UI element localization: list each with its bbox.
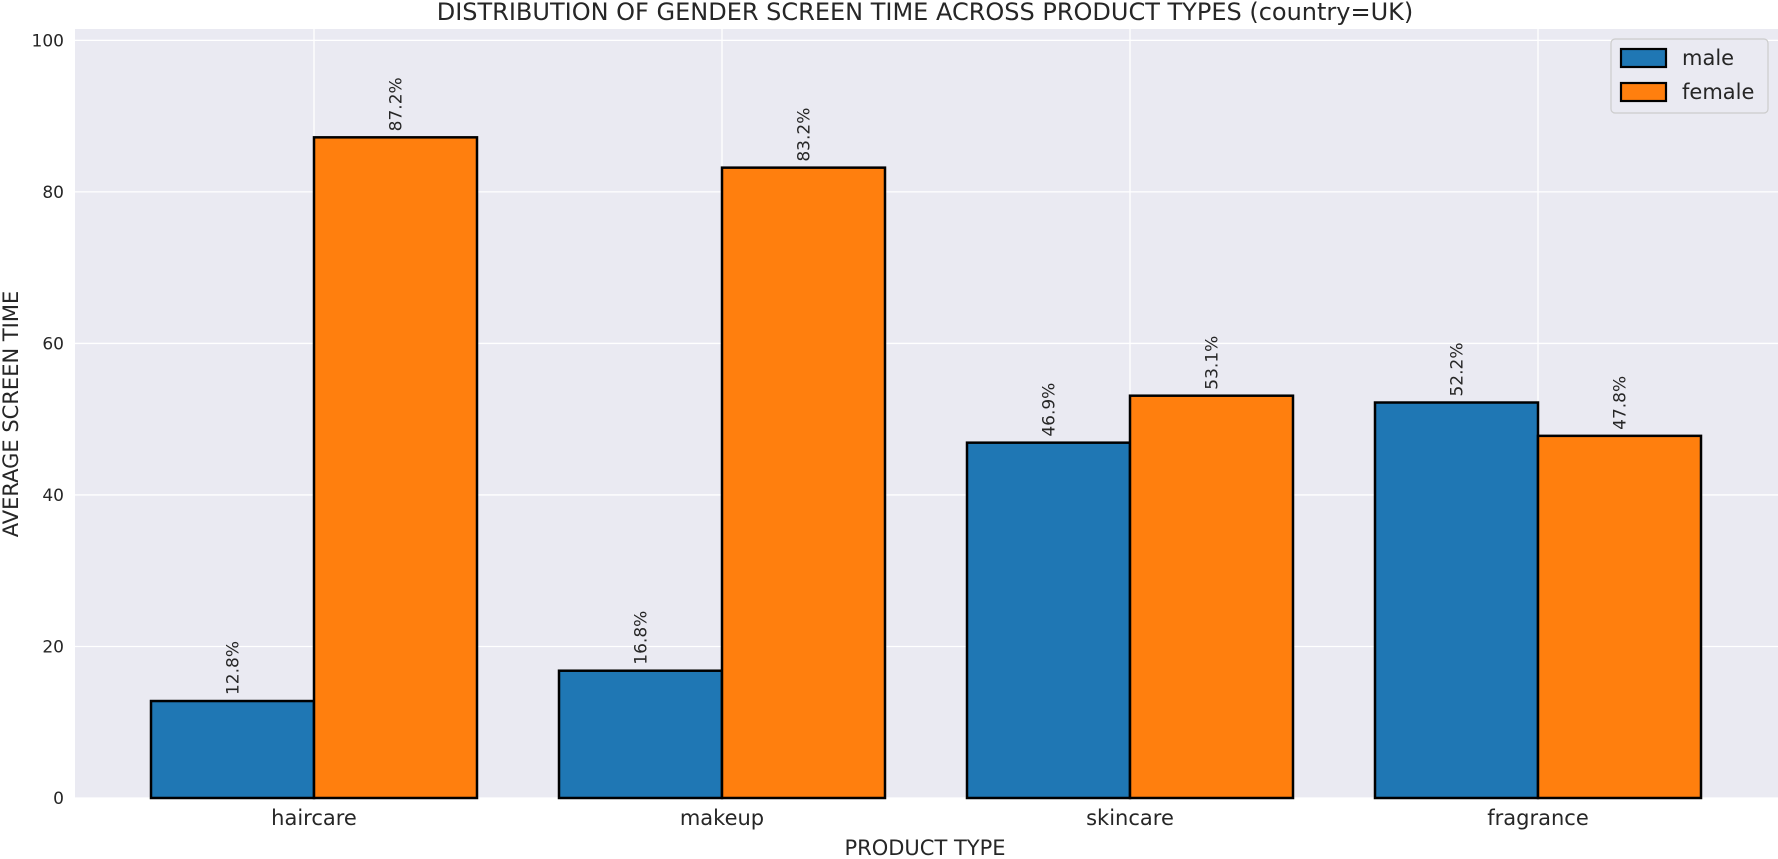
bar-female-fragrance	[1536, 434, 1703, 800]
data-label-male-makeup: 16.8%	[632, 611, 652, 665]
y-tick-label: 20	[42, 637, 64, 657]
legend: male female	[1610, 38, 1769, 114]
bars	[149, 136, 1703, 800]
y-tick-label: 0	[53, 789, 64, 809]
bar-male-haircare	[149, 699, 316, 800]
x-tick-label: makeup	[680, 806, 764, 830]
bar-female-skincare	[1128, 394, 1295, 800]
x-axis-label: PRODUCT TYPE	[844, 836, 1005, 859]
y-axis-label: AVERAGE SCREEN TIME	[0, 291, 23, 538]
bar-male-makeup	[557, 669, 724, 800]
data-label-female-fragrance: 47.8%	[1611, 376, 1631, 430]
y-axis-ticks: 0 20 40 60 80 100	[32, 31, 64, 809]
legend-swatch-female	[1619, 81, 1668, 103]
legend-swatch-male	[1619, 47, 1668, 69]
y-tick-label: 80	[42, 183, 64, 203]
legend-label-male: male	[1682, 46, 1734, 70]
y-tick-label: 60	[42, 334, 64, 354]
data-label-male-skincare: 46.9%	[1040, 383, 1060, 437]
x-tick-label: skincare	[1086, 806, 1174, 830]
y-tick-label: 100	[32, 31, 64, 51]
bar-female-haircare	[312, 136, 479, 800]
legend-label-female: female	[1682, 80, 1754, 104]
x-tick-label: haircare	[271, 806, 357, 830]
data-labels: 12.8% 16.8% 46.9% 52.2% 87.2% 83.2% 53.1% 47.8%	[224, 77, 1631, 695]
chart-title: DISTRIBUTION OF GENDER SCREEN TIME ACROS…	[437, 0, 1414, 26]
x-axis-ticks: haircare makeup skincare fragrance	[271, 806, 1589, 830]
data-label-female-skincare: 53.1%	[1203, 336, 1223, 390]
bar-male-skincare	[965, 441, 1132, 800]
x-tick-label: fragrance	[1487, 806, 1589, 830]
data-label-male-fragrance: 52.2%	[1448, 342, 1468, 396]
data-label-female-haircare: 87.2%	[387, 77, 407, 131]
data-label-female-makeup: 83.2%	[795, 108, 815, 162]
bar-male-fragrance	[1373, 401, 1540, 800]
bar-female-makeup	[720, 166, 887, 800]
y-tick-label: 40	[42, 486, 64, 506]
data-label-male-haircare: 12.8%	[224, 641, 244, 695]
